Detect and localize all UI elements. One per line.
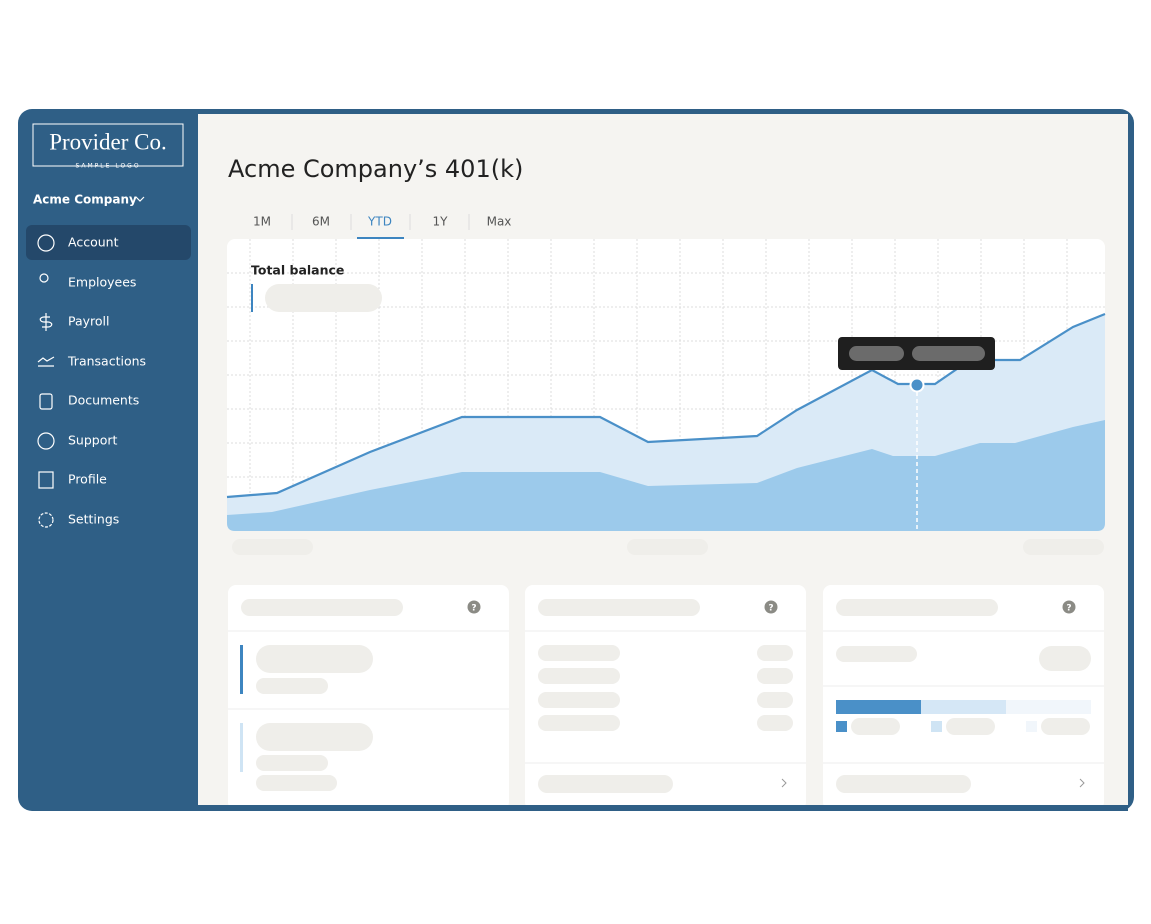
- marker: [240, 645, 243, 694]
- axis-skeleton: [232, 539, 313, 555]
- value-marker: [251, 284, 253, 312]
- nav-item[interactable]: Account: [68, 235, 119, 250]
- nav-item[interactable]: Employees: [68, 275, 136, 290]
- nav-item[interactable]: Support: [68, 433, 118, 448]
- nav-icon: [38, 471, 54, 489]
- tooltip-skeleton: [849, 346, 904, 361]
- nav-item[interactable]: Payroll: [68, 314, 110, 329]
- legend-swatch: [931, 721, 942, 732]
- nav: Account Employees Payroll Transactions D…: [37, 234, 146, 528]
- card-bg: [525, 585, 806, 810]
- skeleton: [256, 775, 337, 791]
- help-glyph: ?: [471, 604, 476, 614]
- nav-item[interactable]: Transactions: [67, 354, 146, 369]
- page-title: Acme Company’s 401(k): [228, 155, 523, 183]
- card-bg: [823, 585, 1104, 810]
- nav-icon: [37, 356, 55, 367]
- tab[interactable]: 1Y: [433, 215, 449, 229]
- chevron[interactable]: [781, 778, 787, 788]
- tooltip-skeleton: [912, 346, 985, 361]
- nav-icon: [38, 512, 54, 528]
- company-menu[interactable]: Acme Company: [33, 193, 137, 207]
- logo-name: Provider Co.: [49, 129, 167, 154]
- chart-line: [226, 312, 1106, 499]
- skeleton: [836, 599, 998, 616]
- value-skeleton: [265, 284, 382, 312]
- skeleton: [241, 599, 403, 616]
- help-glyph: ?: [1066, 604, 1071, 614]
- nav-active-bg: [26, 225, 191, 260]
- help-glyph: ?: [768, 604, 773, 614]
- nav-item[interactable]: Settings: [68, 512, 119, 527]
- axis-skeleton: [627, 539, 708, 555]
- nav-item[interactable]: Profile: [68, 472, 107, 487]
- skeleton: [1041, 718, 1090, 735]
- nav-icon: [39, 393, 53, 410]
- help-icon[interactable]: [1062, 600, 1076, 614]
- hover-dot: [909, 377, 925, 393]
- bar-segment: [836, 700, 921, 714]
- skeleton: [538, 599, 700, 616]
- nav-item[interactable]: Documents: [68, 393, 139, 408]
- chevron[interactable]: [1079, 778, 1085, 788]
- nav-icon: [39, 273, 49, 283]
- skeleton: [946, 718, 995, 735]
- help-icon[interactable]: [467, 600, 481, 614]
- tab-active[interactable]: YTD: [367, 215, 392, 229]
- card: ?: [823, 585, 1104, 810]
- nav-icon: [37, 432, 55, 450]
- card: ?: [525, 585, 806, 810]
- skeleton: [757, 692, 793, 708]
- tab-underline: [357, 237, 404, 239]
- legend-swatch: [836, 721, 847, 732]
- skeleton: [836, 646, 917, 662]
- skeleton: [256, 723, 373, 751]
- skeleton: [538, 692, 620, 708]
- nav-icon: [39, 313, 53, 331]
- skeleton: [851, 718, 900, 735]
- chevron: [135, 196, 145, 202]
- frame-bottom: [198, 805, 1128, 811]
- skeleton: [256, 755, 328, 771]
- chart-label: Total balance: [251, 263, 344, 278]
- skeleton: [757, 645, 793, 661]
- tab[interactable]: 6M: [312, 215, 330, 229]
- bar-segment: [921, 700, 1006, 714]
- nav-icon: [37, 234, 55, 252]
- skeleton: [757, 668, 793, 684]
- skeleton: [538, 775, 673, 793]
- tab[interactable]: 1M: [253, 215, 271, 229]
- card-bg: [228, 585, 509, 810]
- skeleton: [256, 678, 328, 694]
- logo-box: [32, 123, 184, 167]
- help-icon[interactable]: [764, 600, 778, 614]
- skeleton: [836, 775, 971, 793]
- skeleton: [538, 645, 620, 661]
- tab[interactable]: Max: [487, 215, 512, 229]
- chart-area-contrib: [227, 420, 1105, 531]
- skeleton: [538, 715, 620, 731]
- axis-skeleton: [1023, 539, 1104, 555]
- marker: [240, 723, 243, 772]
- skeleton: [757, 715, 793, 731]
- logo-tagline: SAMPLE LOGO: [75, 163, 140, 170]
- skeleton: [538, 668, 620, 684]
- tab-dividers: [291, 214, 470, 230]
- card: ?: [228, 585, 509, 810]
- bar-segment: [1006, 700, 1091, 714]
- legend-swatch: [1026, 721, 1037, 732]
- skeleton: [256, 645, 373, 673]
- skeleton: [1039, 646, 1091, 671]
